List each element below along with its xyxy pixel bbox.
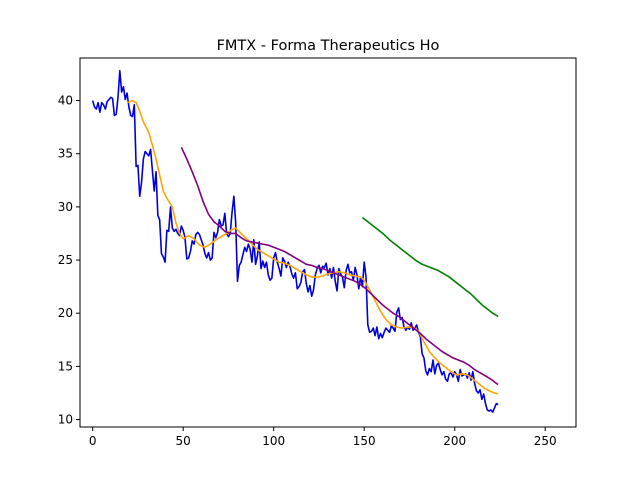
y-tick-label: 10: [58, 413, 73, 427]
series-line-ma-50: [180, 146, 499, 386]
x-tick-label: 100: [262, 434, 285, 448]
y-tick-label: 25: [58, 253, 73, 267]
x-tick-label: 200: [443, 434, 466, 448]
series-layer: [91, 69, 499, 413]
y-tick-label: 15: [58, 359, 73, 373]
y-tick-label: 40: [58, 94, 73, 108]
chart-title: FMTX - Forma Therapeutics Ho: [217, 38, 440, 54]
x-tick-label: 0: [89, 434, 97, 448]
y-tick-label: 30: [58, 200, 73, 214]
axis-layer: 0 50 100 150 200 250 10 15 20 25 30 35 40: [58, 94, 557, 448]
x-tick-label: 150: [353, 434, 376, 448]
series-line-price: [91, 69, 499, 413]
x-tick-label: 250: [534, 434, 557, 448]
y-tick-label: 35: [58, 147, 73, 161]
y-tick-label: 20: [58, 306, 73, 320]
plot-frame: [79, 57, 577, 428]
x-tick-label: 50: [176, 434, 191, 448]
series-line-ma-100: [361, 216, 499, 318]
series-line-ma-20: [126, 99, 499, 395]
